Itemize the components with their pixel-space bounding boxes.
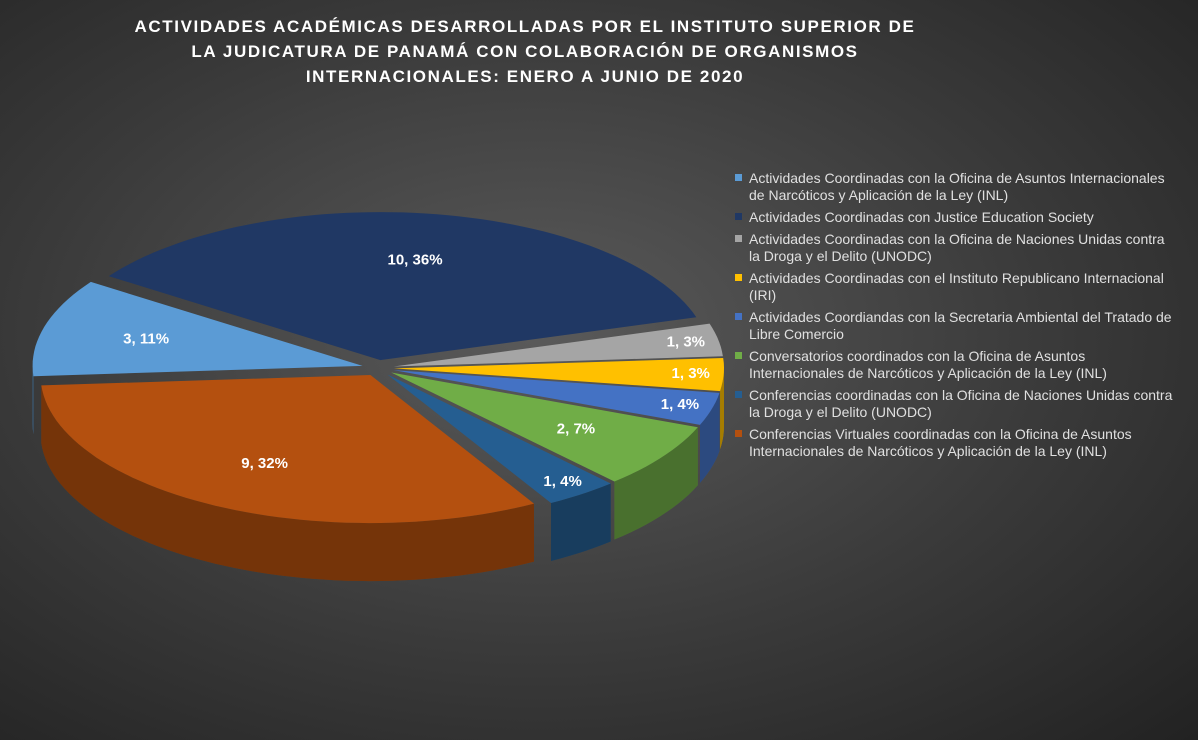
legend-swatch (735, 274, 742, 281)
legend-item: Actividades Coordinadas con Justice Educ… (735, 209, 1175, 226)
legend-item: Actividades Coordiandas con la Secretari… (735, 309, 1175, 343)
slice-side (614, 427, 698, 540)
legend-label: Conversatorios coordinados con la Oficin… (749, 348, 1107, 381)
legend-swatch (735, 235, 742, 242)
legend-item: Conversatorios coordinados con la Oficin… (735, 348, 1175, 382)
slice-side (41, 385, 535, 582)
legend-label: Actividades Coordinadas con el Instituto… (749, 270, 1164, 303)
data-label: 9, 32% (241, 455, 288, 472)
legend-swatch (735, 391, 742, 398)
slice (393, 358, 724, 392)
legend-label: Conferencias Virtuales coordinadas con l… (749, 426, 1132, 459)
slice (32, 281, 363, 377)
slice (391, 372, 698, 482)
legend-label: Actividades Coordinadas con la Oficina d… (749, 231, 1165, 264)
slice-side (551, 483, 611, 561)
legend-label: Actividades Coordinadas con la Oficina d… (749, 170, 1165, 203)
slice (41, 375, 535, 524)
slice-side-shade (720, 368, 724, 450)
data-label: 1, 4% (661, 396, 699, 413)
slice (108, 212, 697, 361)
data-label: 3, 11% (123, 330, 169, 347)
slice (393, 323, 723, 367)
data-label: 10, 36% (387, 252, 442, 269)
data-label: 1, 3% (667, 333, 705, 350)
legend-item: Actividades Coordinadas con la Oficina d… (735, 231, 1175, 265)
legend-label: Actividades Coordinadas con Justice Educ… (749, 209, 1094, 225)
legend-swatch (735, 213, 742, 220)
legend-swatch (735, 430, 742, 437)
data-label: 1, 3% (672, 365, 710, 382)
legend-swatch (735, 352, 742, 359)
slice-side (720, 368, 724, 450)
slice-side-shade (700, 392, 720, 483)
legend-swatch (735, 313, 742, 320)
legend: Actividades Coordinadas con la Oficina d… (735, 170, 1175, 465)
slice-side (32, 365, 34, 435)
legend-label: Actividades Coordiandas con la Secretari… (749, 309, 1172, 342)
legend-item: Actividades Coordinadas con el Instituto… (735, 270, 1175, 304)
data-label: 2, 7% (557, 421, 595, 438)
slice (387, 374, 611, 503)
chart-title: ACTIVIDADES ACADÉMICAS DESARROLLADAS POR… (134, 17, 916, 86)
slice-side-shade (614, 427, 698, 540)
legend-label: Conferencias coordinadas con la Oficina … (749, 387, 1173, 420)
slice-side-shade (41, 385, 535, 582)
legend-item: Actividades Coordinadas con la Oficina d… (735, 170, 1175, 204)
slice (393, 370, 720, 425)
slice-side-shade (32, 365, 34, 435)
legend-swatch (735, 174, 742, 181)
slice-side (700, 392, 720, 483)
legend-item: Conferencias coordinadas con la Oficina … (735, 387, 1175, 421)
legend-item: Conferencias Virtuales coordinadas con l… (735, 426, 1175, 460)
data-label: 1, 4% (543, 473, 581, 490)
slice-side-shade (551, 483, 611, 561)
